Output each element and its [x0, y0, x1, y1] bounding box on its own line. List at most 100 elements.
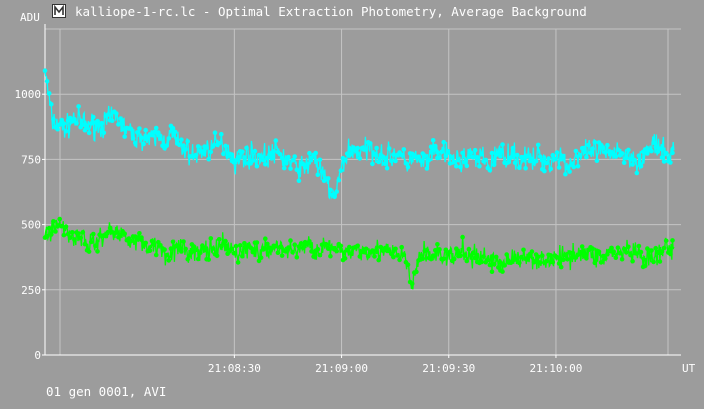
data-point [80, 122, 86, 127]
grid [45, 28, 681, 355]
data-point [615, 147, 621, 152]
data-point [624, 155, 629, 161]
data-point [105, 112, 111, 117]
data-point [250, 249, 256, 255]
data-point [577, 153, 583, 158]
data-point [475, 155, 480, 160]
data-point [628, 157, 633, 162]
x-tick-label: 21:09:00 [315, 362, 368, 375]
data-point [653, 144, 658, 150]
data-point [380, 154, 386, 159]
data-point [500, 142, 505, 147]
data-point [347, 244, 352, 250]
data-point [651, 259, 656, 265]
data-point [162, 247, 167, 252]
data-point [586, 142, 591, 148]
data-point [53, 229, 58, 234]
data-point [422, 153, 428, 158]
data-point [313, 150, 319, 156]
data-point [523, 166, 528, 171]
data-point [244, 145, 249, 151]
data-point [496, 150, 501, 156]
data-point [355, 243, 361, 249]
data-point [216, 141, 222, 146]
data-point [517, 165, 522, 171]
data-point [44, 78, 50, 84]
data-point [212, 130, 218, 135]
data-point [128, 238, 134, 244]
data-point [645, 151, 650, 156]
data-point [556, 261, 562, 266]
data-point [57, 216, 62, 222]
data-point [109, 118, 115, 123]
data-point [183, 147, 188, 152]
y-tick-label: 250 [21, 284, 41, 297]
data-point [86, 130, 92, 136]
series-points-0 [42, 68, 675, 200]
data-point [638, 163, 644, 169]
data-point [67, 115, 73, 121]
series-layer [42, 68, 675, 290]
data-point [621, 160, 627, 165]
data-point [370, 248, 375, 253]
data-point [105, 229, 111, 235]
data-point [535, 142, 541, 148]
data-point [187, 253, 193, 258]
data-point [326, 176, 331, 181]
data-point [338, 168, 344, 173]
data-point [391, 152, 396, 157]
data-point [206, 156, 211, 162]
data-point [596, 249, 602, 254]
data-point [101, 130, 107, 136]
data-point [437, 155, 442, 161]
data-point [326, 246, 331, 251]
data-point [537, 260, 543, 265]
app-icon[interactable] [52, 4, 66, 18]
data-point [269, 156, 274, 161]
data-point [374, 145, 379, 151]
data-point [179, 137, 184, 142]
data-point [424, 247, 430, 253]
data-point [619, 256, 625, 262]
data-point [342, 256, 348, 261]
data-point [260, 247, 266, 252]
data-point [273, 243, 279, 249]
data-point [605, 142, 610, 148]
data-point [514, 152, 520, 158]
data-point [315, 172, 321, 177]
data-point [659, 155, 665, 160]
data-point [372, 152, 377, 157]
data-point [588, 150, 593, 156]
data-point [479, 259, 484, 265]
data-point [349, 251, 354, 257]
data-point [577, 249, 583, 255]
data-point [609, 245, 614, 251]
data-point [46, 91, 52, 96]
data-point [307, 150, 312, 156]
data-point [540, 253, 545, 258]
x-tick-label: 21:08:30 [208, 362, 261, 375]
data-point [563, 252, 568, 258]
data-point [114, 111, 119, 116]
data-point [49, 232, 54, 237]
data-point [334, 248, 340, 254]
data-point [668, 160, 673, 165]
y-tick-label: 500 [21, 219, 41, 232]
data-point [317, 157, 323, 163]
data-point [290, 250, 295, 255]
data-point [181, 143, 186, 148]
data-point [409, 281, 415, 287]
data-point [254, 240, 260, 245]
data-point [332, 194, 337, 200]
data-point [493, 254, 499, 260]
data-point [74, 120, 79, 126]
data-point [122, 134, 127, 139]
data-point [489, 269, 495, 275]
data-point [65, 231, 71, 237]
data-point [556, 165, 562, 170]
data-point [405, 262, 411, 268]
data-point [219, 131, 224, 137]
data-point [143, 240, 148, 246]
data-point [510, 145, 516, 151]
data-point [548, 166, 553, 172]
